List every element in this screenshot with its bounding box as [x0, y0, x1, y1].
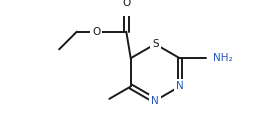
Text: N: N [176, 81, 184, 92]
Text: NH₂: NH₂ [213, 53, 233, 63]
Text: N: N [151, 96, 159, 106]
Text: O: O [122, 0, 131, 8]
Text: S: S [152, 39, 159, 49]
Text: O: O [92, 27, 100, 37]
